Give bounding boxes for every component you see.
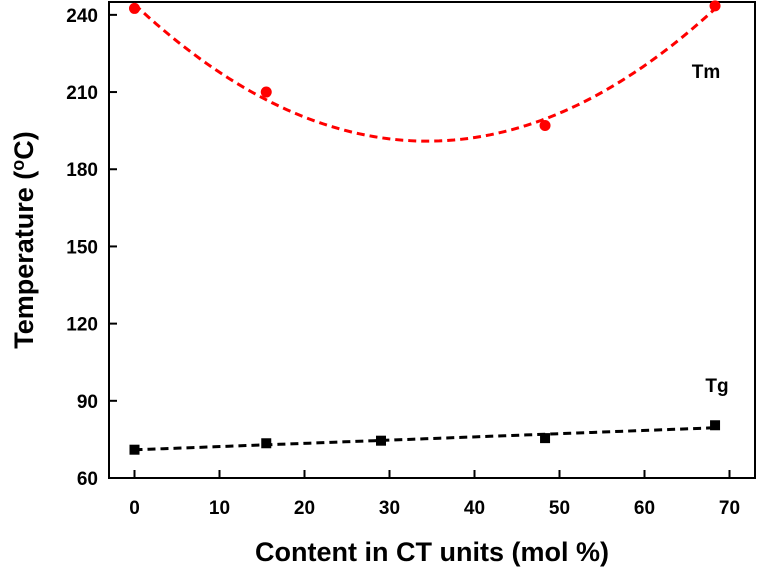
y-axis-title-tail: C): [9, 131, 39, 160]
x-tick-label: 10: [209, 498, 230, 519]
data-markers: [129, 0, 721, 455]
data-point-tg: [129, 444, 140, 455]
data-point-tg: [261, 438, 272, 449]
series-label-tg: Tg: [705, 376, 728, 397]
x-tick-label: 20: [294, 498, 315, 519]
y-axis-title-main: Temperature (: [9, 171, 39, 349]
y-tick-label: 210: [66, 83, 98, 104]
ticks: 0 10 20 30 40 50 60 70 60 90 120 150 180 210 240: [66, 6, 740, 519]
x-tick-label: 70: [719, 498, 740, 519]
y-tick-label: 60: [77, 469, 98, 490]
y-tick-label: 90: [77, 392, 98, 413]
data-point-tm: [539, 120, 551, 132]
fit-line-tm: [133, 3, 717, 143]
data-point-tm: [260, 86, 272, 98]
y-tick-label: 240: [66, 6, 98, 27]
x-tick-label: 50: [549, 498, 570, 519]
data-point-tg: [376, 435, 386, 446]
x-axis-title: Content in CT units (mol %): [255, 537, 609, 567]
data-point-tm: [709, 0, 721, 12]
y-tick-label: 150: [66, 237, 98, 258]
data-point-tg: [540, 433, 551, 444]
x-tick-label: 40: [464, 498, 485, 519]
x-tick-label: 0: [129, 498, 140, 519]
y-tick-label: 120: [66, 315, 98, 336]
data-point-tg: [710, 420, 721, 431]
x-tick-label: 60: [634, 498, 655, 519]
fit-lines: [133, 3, 717, 452]
x-tick-label: 30: [379, 498, 400, 519]
data-point-tm: [129, 2, 140, 14]
y-axis-title: Temperature (oC): [8, 131, 39, 349]
series-label-tm: Tm: [692, 62, 721, 83]
fit-line-tg: [134, 426, 716, 452]
plot-frame: [108, 1, 756, 479]
y-tick-label: 180: [66, 160, 98, 181]
y-axis-title-superscript: o: [8, 160, 28, 171]
